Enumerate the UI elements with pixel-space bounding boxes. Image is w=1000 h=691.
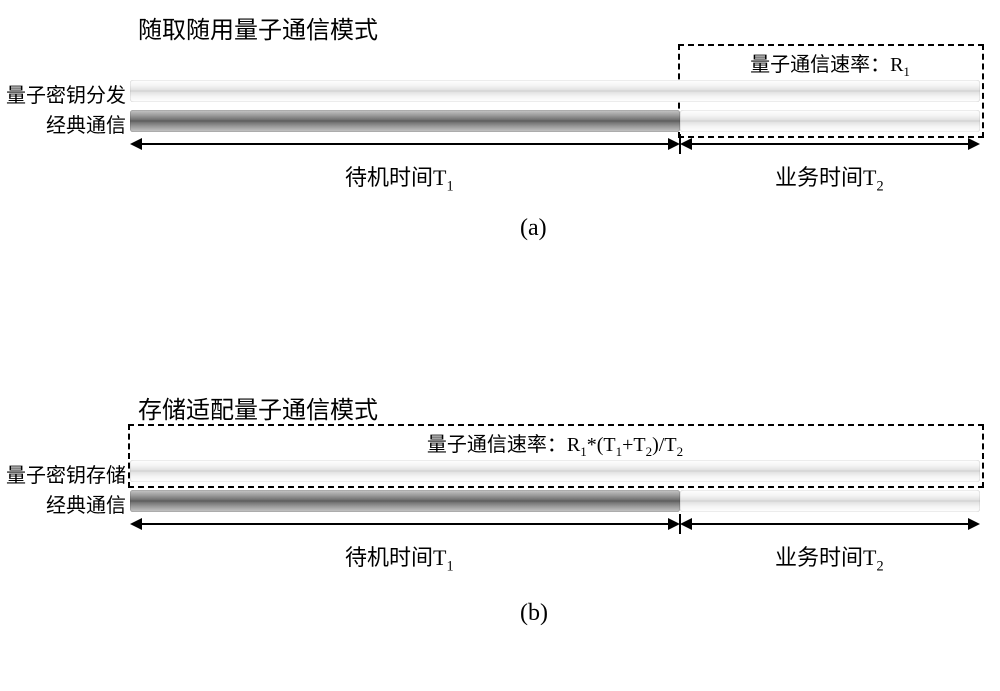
diagram-b-arrow-t2 [690,523,970,525]
diagram-a-row1-label: 量子密钥分发 [4,79,126,108]
arrow-head-icon [968,138,980,150]
diagram-b-fig-label: (b) [520,600,548,627]
diagram-b-rate-label: 量子通信速率：R1*(T1+T2)/T2 [130,428,980,460]
diagram-a-time2-label: 业务时间T2 [775,160,884,195]
diagram-b-row1-bar [130,460,980,482]
diagram-a-row1-bar [130,80,980,102]
diagram-a-fig-label: (a) [520,215,547,242]
diagram-b-row1-label: 量子密钥存储 [4,459,126,488]
diagram-a-row2-bar-light [680,110,980,132]
diagram-a-title: 随取随用量子通信模式 [138,10,378,45]
diagram-b-time1-label: 待机时间T1 [345,540,454,575]
diagram-a-arrow-t2 [690,143,970,145]
diagram-b-title: 存储适配量子通信模式 [138,390,378,425]
diagram-b-arrow-t1 [140,523,670,525]
diagram-a-row2-label: 经典通信 [4,109,126,138]
diagram-a-row2-bar-dark [130,110,680,132]
diagram-a-time1-label: 待机时间T1 [345,160,454,195]
diagram-a-rate-label: 量子通信速率：R1 [680,48,980,80]
diagram-b-row2-bar-dark [130,490,680,512]
diagram-b-time2-label: 业务时间T2 [775,540,884,575]
diagram-b-row2-label: 经典通信 [4,489,126,518]
diagram-b-row2-bar-light [680,490,980,512]
arrow-head-icon [968,518,980,530]
diagram-a-arrow-t1 [140,143,670,145]
